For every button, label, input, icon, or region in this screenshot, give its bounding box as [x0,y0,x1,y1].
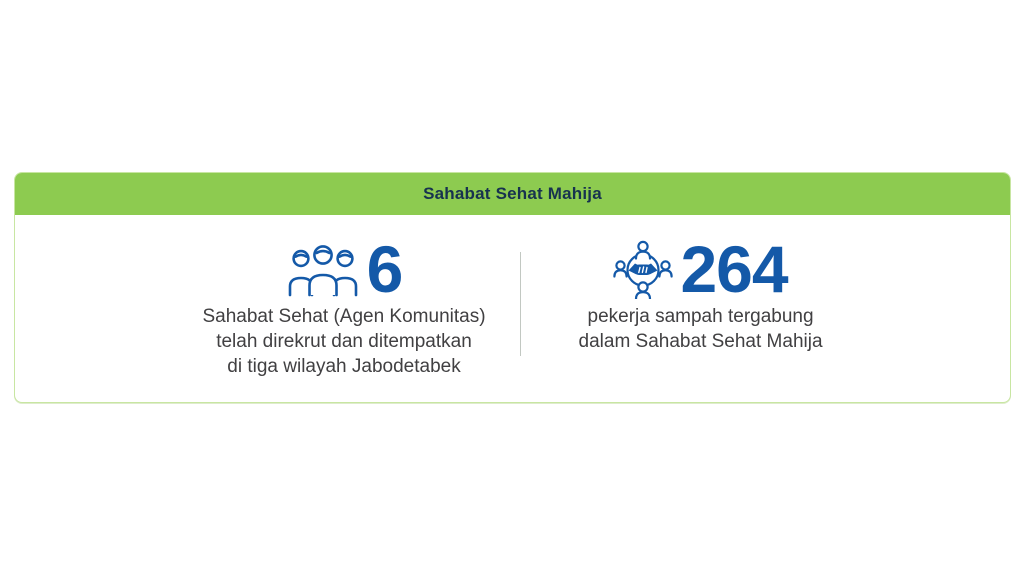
stat-workers-line-1: pekerja sampah tergabung [587,306,814,327]
stat-agents-block: 6 Sahabat Sehat (Agen Komunitas) telah d… [202,232,485,379]
stat-workers-value: 264 [680,232,788,306]
card-header: Sahabat Sehat Mahija [15,173,1010,215]
stat-workers-block: 264 pekerja sampah tergabung dalam Sahab… [579,232,823,354]
card-title: Sahabat Sehat Mahija [423,183,602,203]
stat-agents-line-3: di tiga wilayah Jabodetabek [227,356,461,377]
people-group-icon [286,241,360,297]
stat-agents-line-2: telah direkrut dan ditempatkan [216,331,472,352]
stat-agents-header-row: 6 [286,232,404,306]
community-handshake-icon [613,239,674,299]
stats-card: Sahabat Sehat Mahija [14,172,1011,403]
stat-workers-header-row: 264 [613,232,789,306]
stat-workers-line-2: dalam Sahabat Sehat Mahija [578,331,823,352]
card-body: 6 Sahabat Sehat (Agen Komunitas) telah d… [15,215,1010,402]
stat-workers-description: pekerja sampah tergabung dalam Sahabat S… [579,304,823,354]
stat-agents-line-1: Sahabat Sehat (Agen Komunitas) [202,306,486,327]
vertical-divider [519,252,521,356]
stat-agents-description: Sahabat Sehat (Agen Komunitas) telah dir… [202,304,485,379]
stat-agents-value: 6 [366,232,404,306]
